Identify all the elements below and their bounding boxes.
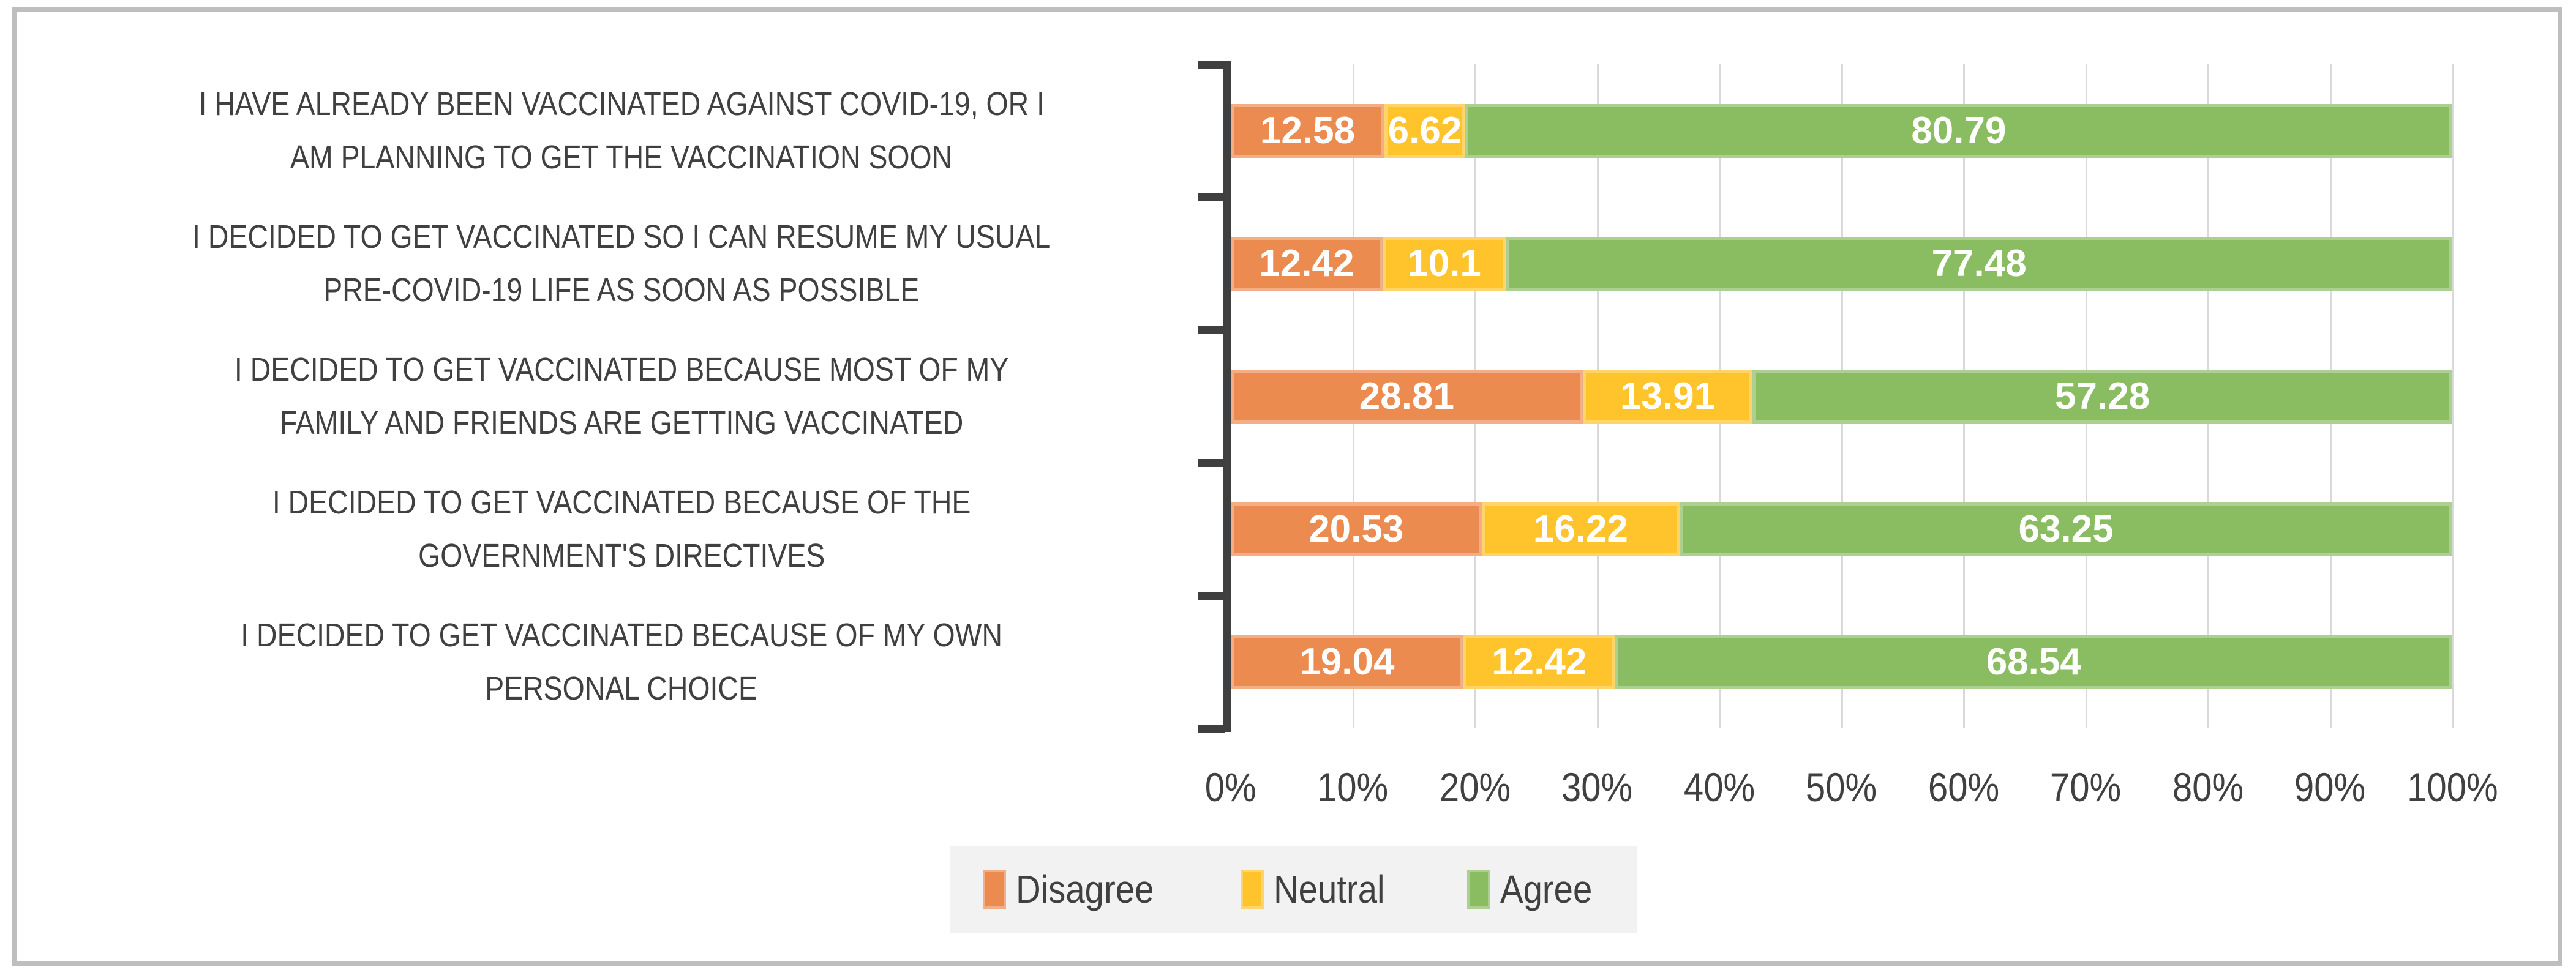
category-label: I HAVE ALREADY BEEN VACCINATED AGAINST C… [28,64,1215,197]
bar-segment-agree: 57.28 [1752,369,2452,424]
category-label-line: I DECIDED TO GET VACCINATED BECAUSE OF T… [272,484,971,521]
bar-segment-agree: 68.54 [1615,635,2452,689]
y-axis-tick [1198,326,1225,334]
x-tick-label: 40% [1597,764,1842,810]
y-axis-tick [1198,458,1225,467]
bar-segment-disagree: 19.04 [1231,635,1463,689]
bar-value-label: 6.62 [1388,110,1462,152]
legend: Disagree Neutral Agree [950,846,1637,933]
gridline [2452,64,2454,728]
y-axis-line [1223,61,1231,732]
x-tick-label-text: 10% [1317,764,1389,810]
bar-row: 19.04 12.42 68.54 [1231,635,2452,689]
legend-label: Neutral [1273,867,1385,911]
bar-segment-neutral: 12.42 [1463,635,1615,689]
category-label-line: AM PLANNING TO GET THE VACCINATION SOON [290,138,953,176]
bar-value-label: 12.42 [1492,641,1587,683]
bar-segment-neutral: 13.91 [1582,369,1753,424]
category-label-line: I DECIDED TO GET VACCINATED BECAUSE OF M… [241,617,1002,654]
x-tick-label: 30% [1475,764,1720,810]
x-tick-label: 10% [1231,764,1476,810]
bar-row: 12.58 6.62 80.79 [1231,103,2452,158]
bar-segment-neutral: 10.1 [1382,236,1506,291]
category-label-line: PRE-COVID-19 LIFE AS SOON AS POSSIBLE [323,271,920,308]
bar-value-label: 19.04 [1299,641,1395,683]
legend-item-disagree: Disagree [983,867,1173,912]
bar-value-label: 16.22 [1533,508,1628,550]
bar-segment-disagree: 28.81 [1231,369,1583,424]
legend-item-agree: Agree [1466,867,1605,912]
x-tick-label: 80% [2086,764,2330,810]
bar-segment-agree: 63.25 [1680,502,2452,556]
bar-segment-disagree: 12.42 [1231,236,1383,291]
bar-value-label: 20.53 [1309,508,1404,550]
bar-segment-agree: 77.48 [1506,236,2452,291]
bar-segment-neutral: 6.62 [1384,103,1466,158]
category-label: I DECIDED TO GET VACCINATED BECAUSE MOST… [28,330,1215,463]
x-tick-label: 100% [2330,764,2575,810]
bar-segment-disagree: 20.53 [1231,502,1482,556]
y-axis-tick [1198,60,1225,69]
x-tick-label-text: 70% [2050,764,2122,810]
x-tick-label-text: 40% [1683,764,1756,810]
bar-value-label: 28.81 [1359,375,1454,417]
legend-swatch-neutral [1240,870,1264,909]
x-tick-label-text: 60% [1928,764,2000,810]
category-label-line: GOVERNMENT'S DIRECTIVES [418,537,825,574]
bar-value-label: 77.48 [1931,242,2027,285]
bar-row: 12.42 10.1 77.48 [1231,236,2452,291]
bar-segment-disagree: 12.58 [1231,103,1384,158]
x-tick-label-text: 90% [2294,764,2366,810]
x-tick-label-text: 20% [1439,764,1511,810]
bar-value-label: 68.54 [1986,641,2081,683]
category-label-line: PERSONAL CHOICE [485,670,758,707]
category-label-line: I DECIDED TO GET VACCINATED SO I CAN RES… [192,218,1051,256]
y-axis-tick [1198,193,1225,201]
bar-segment-neutral: 16.22 [1481,502,1680,556]
x-tick-label: 50% [1719,764,1964,810]
x-tick-label: 0% [1108,764,1353,810]
plot-area: 12.58 6.62 80.79 12.42 10.1 77.48 28.81 13.91 57… [1231,64,2454,728]
legend-item-neutral: Neutral [1240,867,1400,912]
bar-value-label: 57.28 [2055,375,2150,417]
bar-segment-agree: 80.79 [1465,103,2452,158]
category-label: I DECIDED TO GET VACCINATED BECAUSE OF M… [28,595,1215,728]
chart-frame [12,7,2562,966]
category-label: I DECIDED TO GET VACCINATED BECAUSE OF T… [28,463,1215,595]
x-tick-label-text: 80% [2172,764,2244,810]
legend-label: Agree [1500,867,1593,911]
bar-value-label: 63.25 [2018,508,2114,550]
bar-value-label: 80.79 [1911,110,2007,152]
category-label-line: FAMILY AND FRIENDS ARE GETTING VACCINATE… [279,404,964,441]
bar-value-label: 13.91 [1620,375,1716,417]
x-tick-label-text: 100% [2406,764,2498,810]
x-tick-label: 90% [2208,764,2453,810]
y-axis-tick [1198,591,1225,600]
x-tick-label: 20% [1353,764,1598,810]
bar-row: 20.53 16.22 63.25 [1231,502,2452,556]
legend-label: Disagree [1016,867,1154,911]
category-label: I DECIDED TO GET VACCINATED SO I CAN RES… [28,197,1215,330]
bar-value-label: 12.42 [1259,242,1354,285]
legend-swatch-disagree [983,870,1007,909]
x-tick-label-text: 30% [1561,764,1633,810]
bar-row: 28.81 13.91 57.28 [1231,369,2452,424]
y-axis-tick [1198,724,1225,733]
x-tick-label: 70% [1964,764,2209,810]
bar-value-label: 10.1 [1407,242,1481,285]
category-label-line: I DECIDED TO GET VACCINATED BECAUSE MOST… [234,351,1009,389]
x-tick-label: 60% [1841,764,2086,810]
x-tick-label-text: 50% [1806,764,1877,810]
bar-value-label: 12.58 [1260,110,1356,152]
x-tick-label-text: 0% [1205,764,1256,810]
legend-swatch-agree [1466,870,1490,909]
category-label-line: I HAVE ALREADY BEEN VACCINATED AGAINST C… [198,86,1045,123]
